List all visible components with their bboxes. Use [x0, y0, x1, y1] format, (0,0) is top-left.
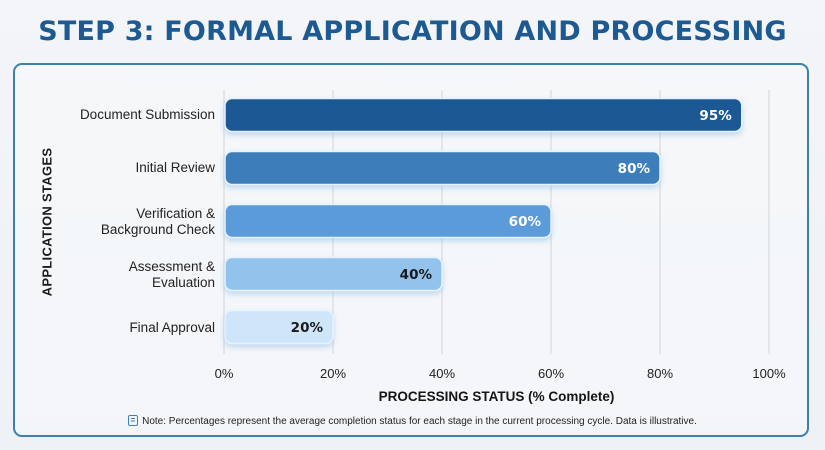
bar-value-label: 60% [509, 214, 542, 230]
category-label: Document Submission [79, 107, 215, 122]
category-label: Initial Review [135, 160, 215, 175]
bar [224, 203, 552, 239]
bar [224, 150, 661, 186]
footnote: Note: Percentages represent the average … [0, 415, 825, 427]
x-tick-label: 40% [429, 366, 455, 381]
note-icon [128, 415, 139, 426]
bar-value-label: 95% [699, 108, 732, 124]
bar-value-label: 40% [400, 267, 433, 283]
page-title: STEP 3: FORMAL APPLICATION AND PROCESSIN… [38, 16, 787, 47]
x-tick-label: 80% [647, 366, 673, 381]
x-tick-label: 20% [320, 366, 346, 381]
x-tick-label: 60% [538, 366, 564, 381]
footnote-text: Note: Percentages represent the average … [142, 416, 697, 427]
bar-value-label: 20% [291, 320, 324, 336]
bar [224, 309, 334, 345]
bar [224, 256, 443, 292]
bar [224, 97, 743, 133]
category-label: Assessment & Evaluation [128, 259, 215, 290]
x-axis-title: PROCESSING STATUS (% Complete) [378, 389, 615, 404]
bar-value-label: 80% [618, 161, 651, 177]
x-tick-label: 100% [752, 366, 786, 381]
category-label: Verification & Background Check [100, 206, 215, 237]
x-tick-label: 0% [215, 366, 234, 381]
category-label: Final Approval [129, 320, 215, 335]
